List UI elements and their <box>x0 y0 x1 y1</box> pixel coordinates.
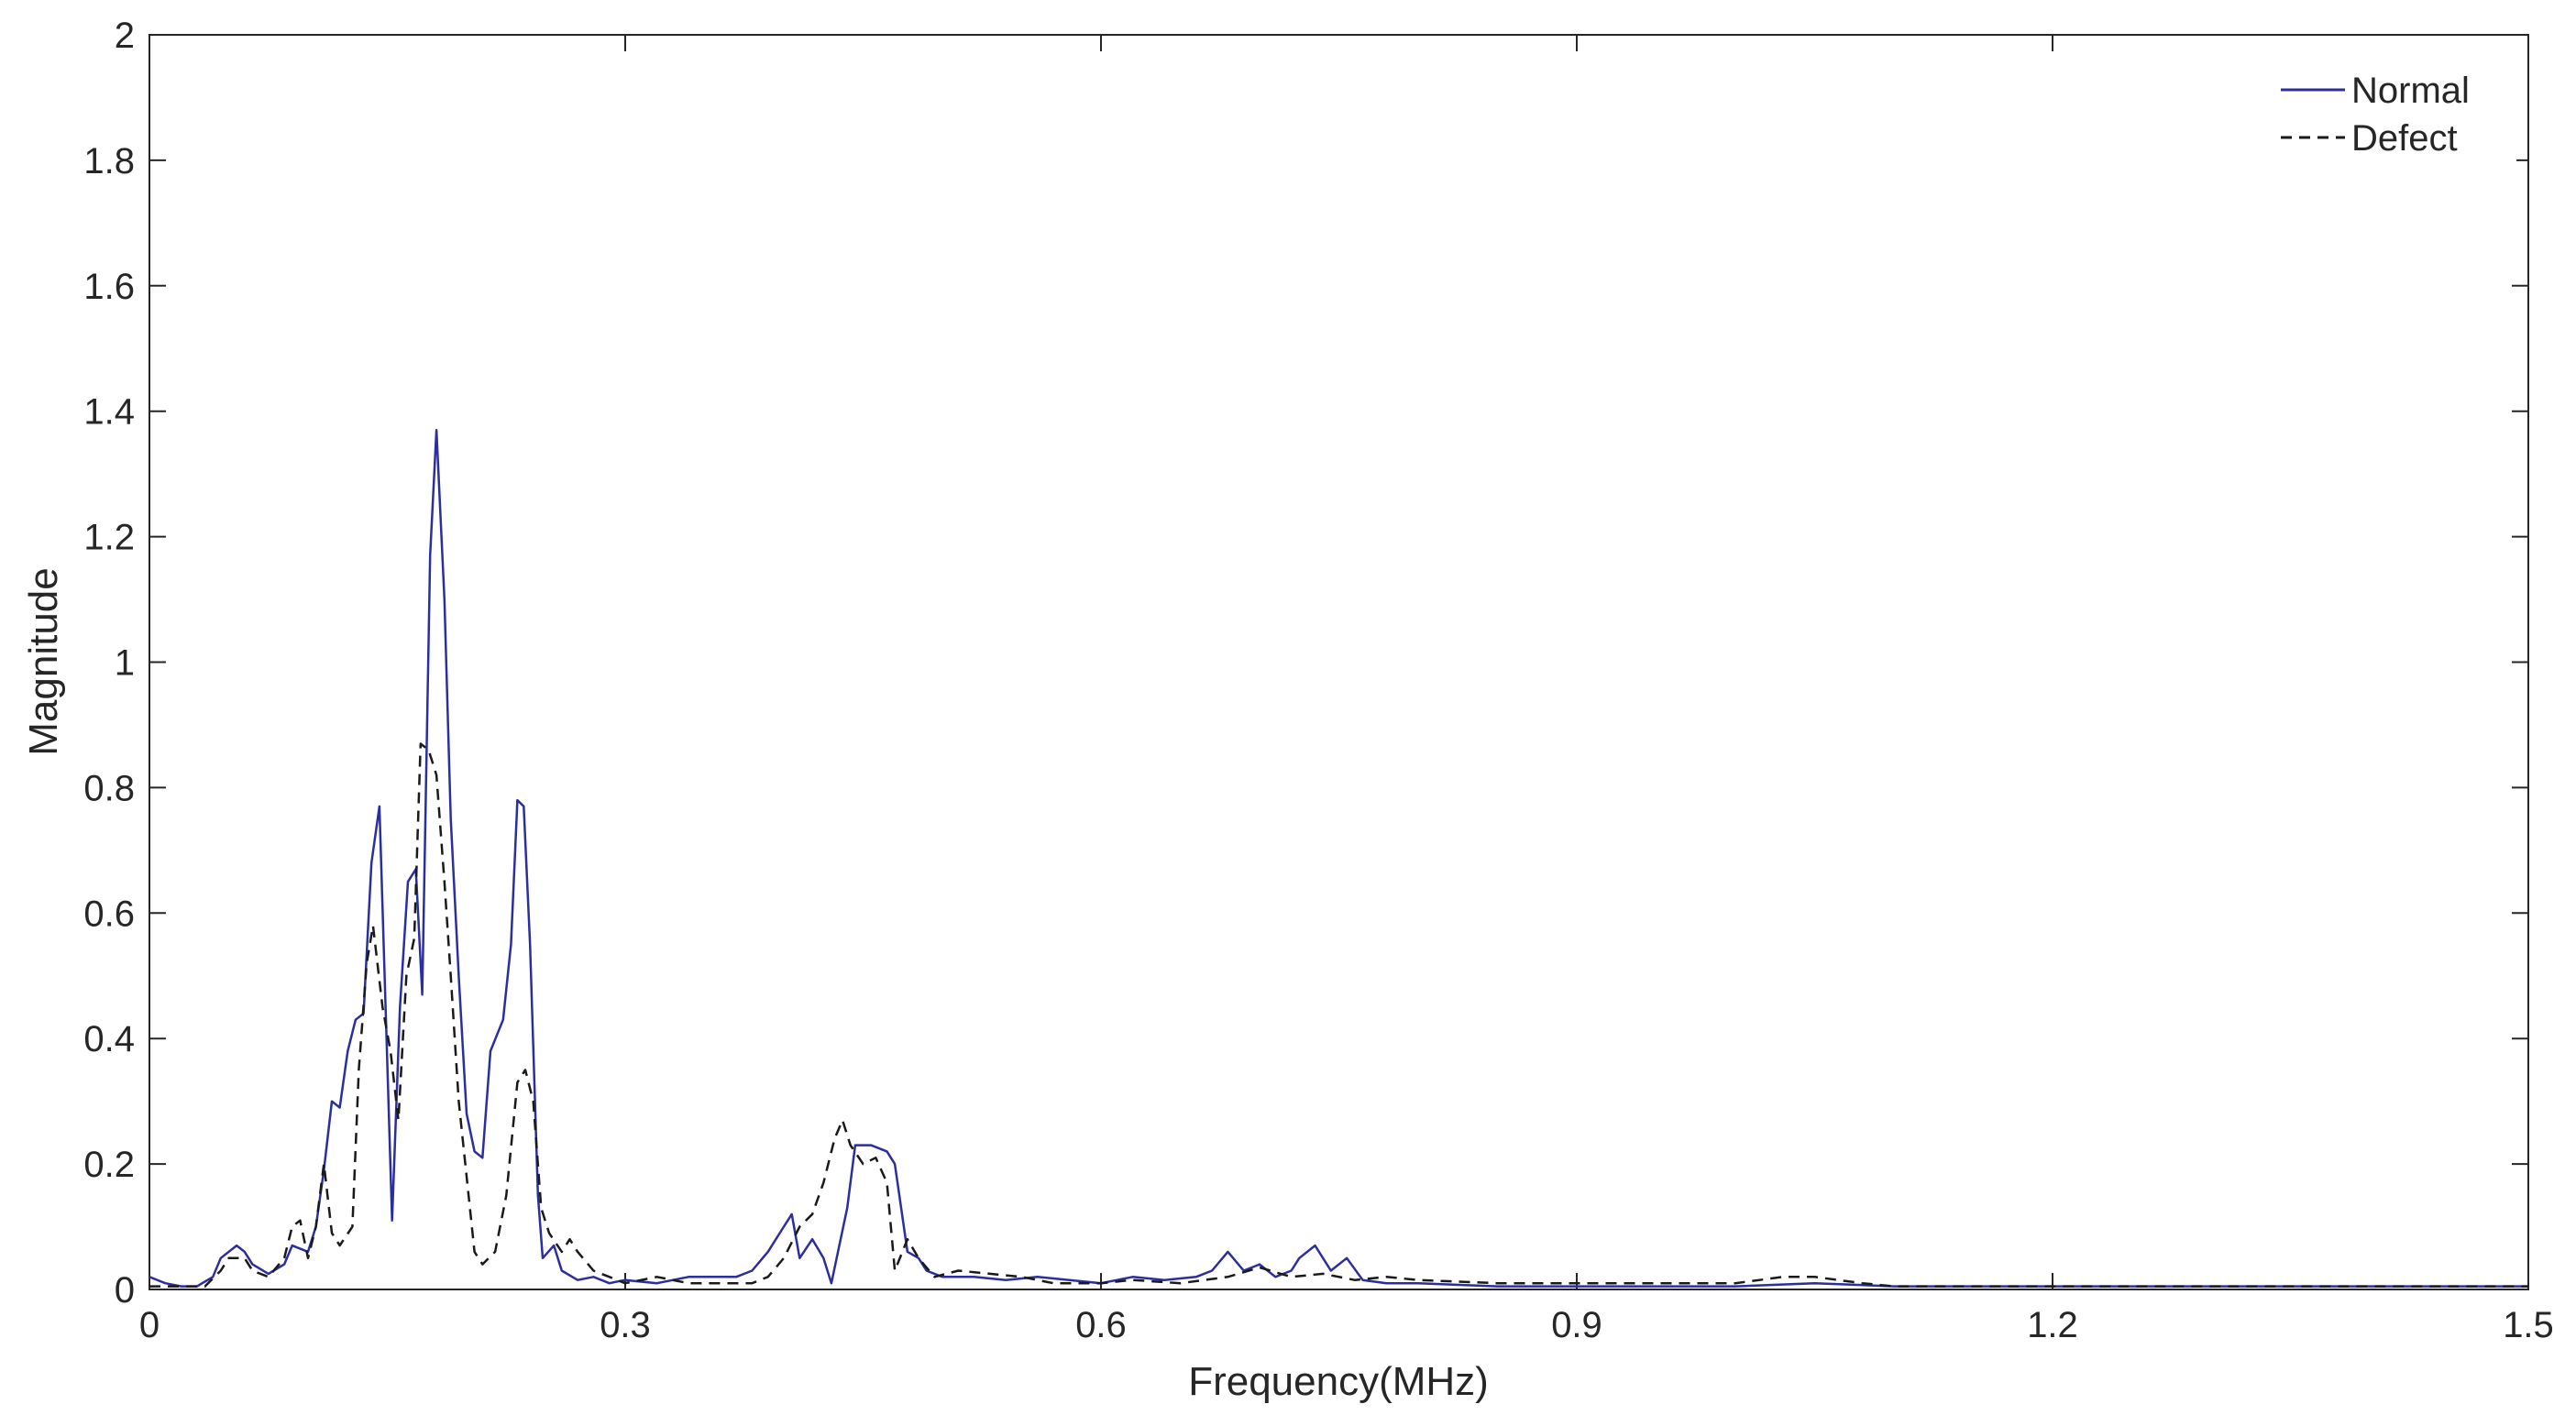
legend-label-normal: Normal <box>2351 71 2470 111</box>
y-tick-label: 1.6 <box>83 267 135 307</box>
axis-ticks: 0 0.3 0.6 0.9 1.2 1.5 0 0.2 0.4 0.6 0.8 1 1.2 1.4 1.6 1… <box>83 16 2553 1345</box>
y-tick-label: 0.6 <box>83 894 135 934</box>
y-tick-label: 1 <box>115 643 135 684</box>
x-tick-label: 0.9 <box>1551 1305 1602 1345</box>
y-tick-label: 2 <box>115 16 135 56</box>
x-tick-label: 0.3 <box>600 1305 651 1345</box>
x-tick-label: 0 <box>139 1305 160 1345</box>
y-tick-label: 1.4 <box>83 392 135 433</box>
series-line-normal <box>149 428 2528 1288</box>
plot-area <box>149 34 2529 1290</box>
series-line-defect <box>149 742 2528 1288</box>
y-tick-label: 1.2 <box>83 518 135 558</box>
y-axis-title: Magnitude <box>21 567 66 755</box>
legend-box <box>2269 55 2516 170</box>
y-tick-label: 0.8 <box>83 768 135 808</box>
x-tick-label: 1.2 <box>2027 1305 2078 1345</box>
y-tick-label: 0 <box>115 1270 135 1311</box>
plot-box <box>149 34 2529 1290</box>
y-tick-label: 0.4 <box>83 1019 135 1059</box>
x-tick-label: 1.5 <box>2503 1305 2554 1345</box>
legend: Normal Defect <box>2269 55 2516 170</box>
legend-label-defect: Defect <box>2351 118 2458 159</box>
x-tick-label: 0.6 <box>1075 1305 1127 1345</box>
x-axis-title: Frequency(MHz) <box>1188 1359 1489 1404</box>
y-tick-label: 0.2 <box>83 1145 135 1185</box>
y-tick-label: 1.8 <box>83 141 135 181</box>
series-group <box>149 428 2528 1288</box>
